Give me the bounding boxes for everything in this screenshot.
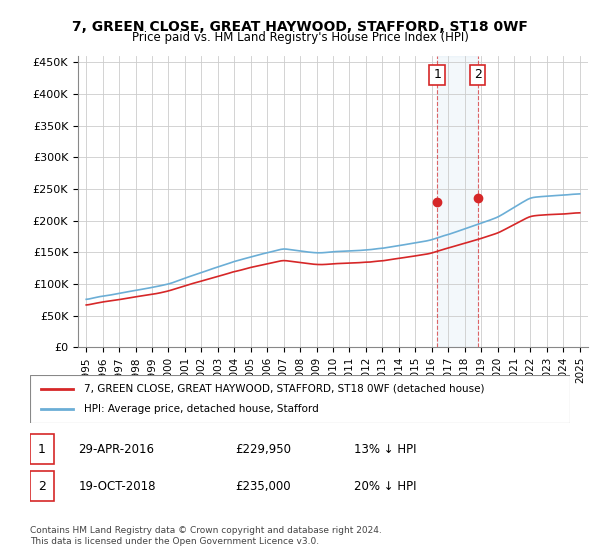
Text: HPI: Average price, detached house, Stafford: HPI: Average price, detached house, Staf… bbox=[84, 404, 319, 414]
Text: 1: 1 bbox=[38, 442, 46, 456]
Text: £235,000: £235,000 bbox=[235, 479, 291, 493]
FancyBboxPatch shape bbox=[30, 434, 54, 464]
Text: 2: 2 bbox=[474, 68, 482, 82]
Text: 7, GREEN CLOSE, GREAT HAYWOOD, STAFFORD, ST18 0WF: 7, GREEN CLOSE, GREAT HAYWOOD, STAFFORD,… bbox=[72, 20, 528, 34]
Text: 20% ↓ HPI: 20% ↓ HPI bbox=[354, 479, 416, 493]
Text: 29-APR-2016: 29-APR-2016 bbox=[79, 442, 155, 456]
Text: Contains HM Land Registry data © Crown copyright and database right 2024.
This d: Contains HM Land Registry data © Crown c… bbox=[30, 526, 382, 546]
Text: 13% ↓ HPI: 13% ↓ HPI bbox=[354, 442, 416, 456]
FancyBboxPatch shape bbox=[30, 375, 570, 423]
Text: 7, GREEN CLOSE, GREAT HAYWOOD, STAFFORD, ST18 0WF (detached house): 7, GREEN CLOSE, GREAT HAYWOOD, STAFFORD,… bbox=[84, 384, 485, 394]
Text: Price paid vs. HM Land Registry's House Price Index (HPI): Price paid vs. HM Land Registry's House … bbox=[131, 31, 469, 44]
Text: 1: 1 bbox=[433, 68, 441, 82]
Text: £229,950: £229,950 bbox=[235, 442, 291, 456]
Bar bbox=[437, 56, 478, 347]
Text: 19-OCT-2018: 19-OCT-2018 bbox=[79, 479, 156, 493]
FancyBboxPatch shape bbox=[30, 471, 54, 501]
Text: 2: 2 bbox=[38, 479, 46, 493]
